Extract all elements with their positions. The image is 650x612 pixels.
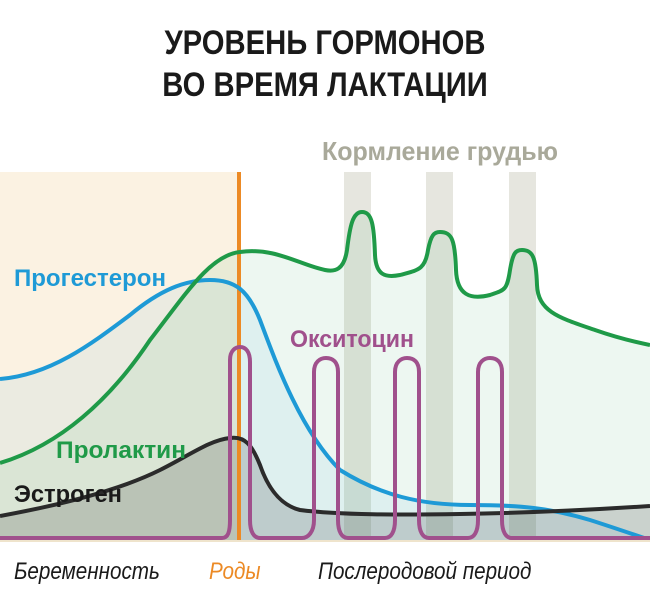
feeding-annotation: Кормление грудью (322, 136, 558, 166)
estrogen-line (0, 435, 650, 518)
progesterone-area (0, 280, 650, 540)
progesterone-label: Прогестерон (14, 265, 166, 292)
prolactin-label: Пролактин (56, 437, 186, 464)
chart-title: УРОВЕНЬ ГОРМОНОВ ВО ВРЕМЯ ЛАКТАЦИИ (46, 22, 605, 106)
title-line-1: УРОВЕНЬ ГОРМОНОВ (164, 24, 486, 62)
phase-postpartum-label: Послеродовой период (318, 558, 532, 585)
pregnancy-region (0, 172, 239, 540)
phase-birth-label: Роды (209, 558, 261, 585)
feeding-band-3 (509, 172, 536, 540)
oxytocin-label: Окситоцин (290, 326, 414, 353)
prolactin-area (0, 212, 650, 540)
oxytocin-line (0, 344, 650, 540)
prolactin-line (0, 209, 650, 465)
title-line-2: ВО ВРЕМЯ ЛАКТАЦИИ (162, 66, 488, 104)
phase-pregnancy-label: Беременность (14, 558, 160, 585)
estrogen-label: Эстроген (14, 481, 122, 508)
